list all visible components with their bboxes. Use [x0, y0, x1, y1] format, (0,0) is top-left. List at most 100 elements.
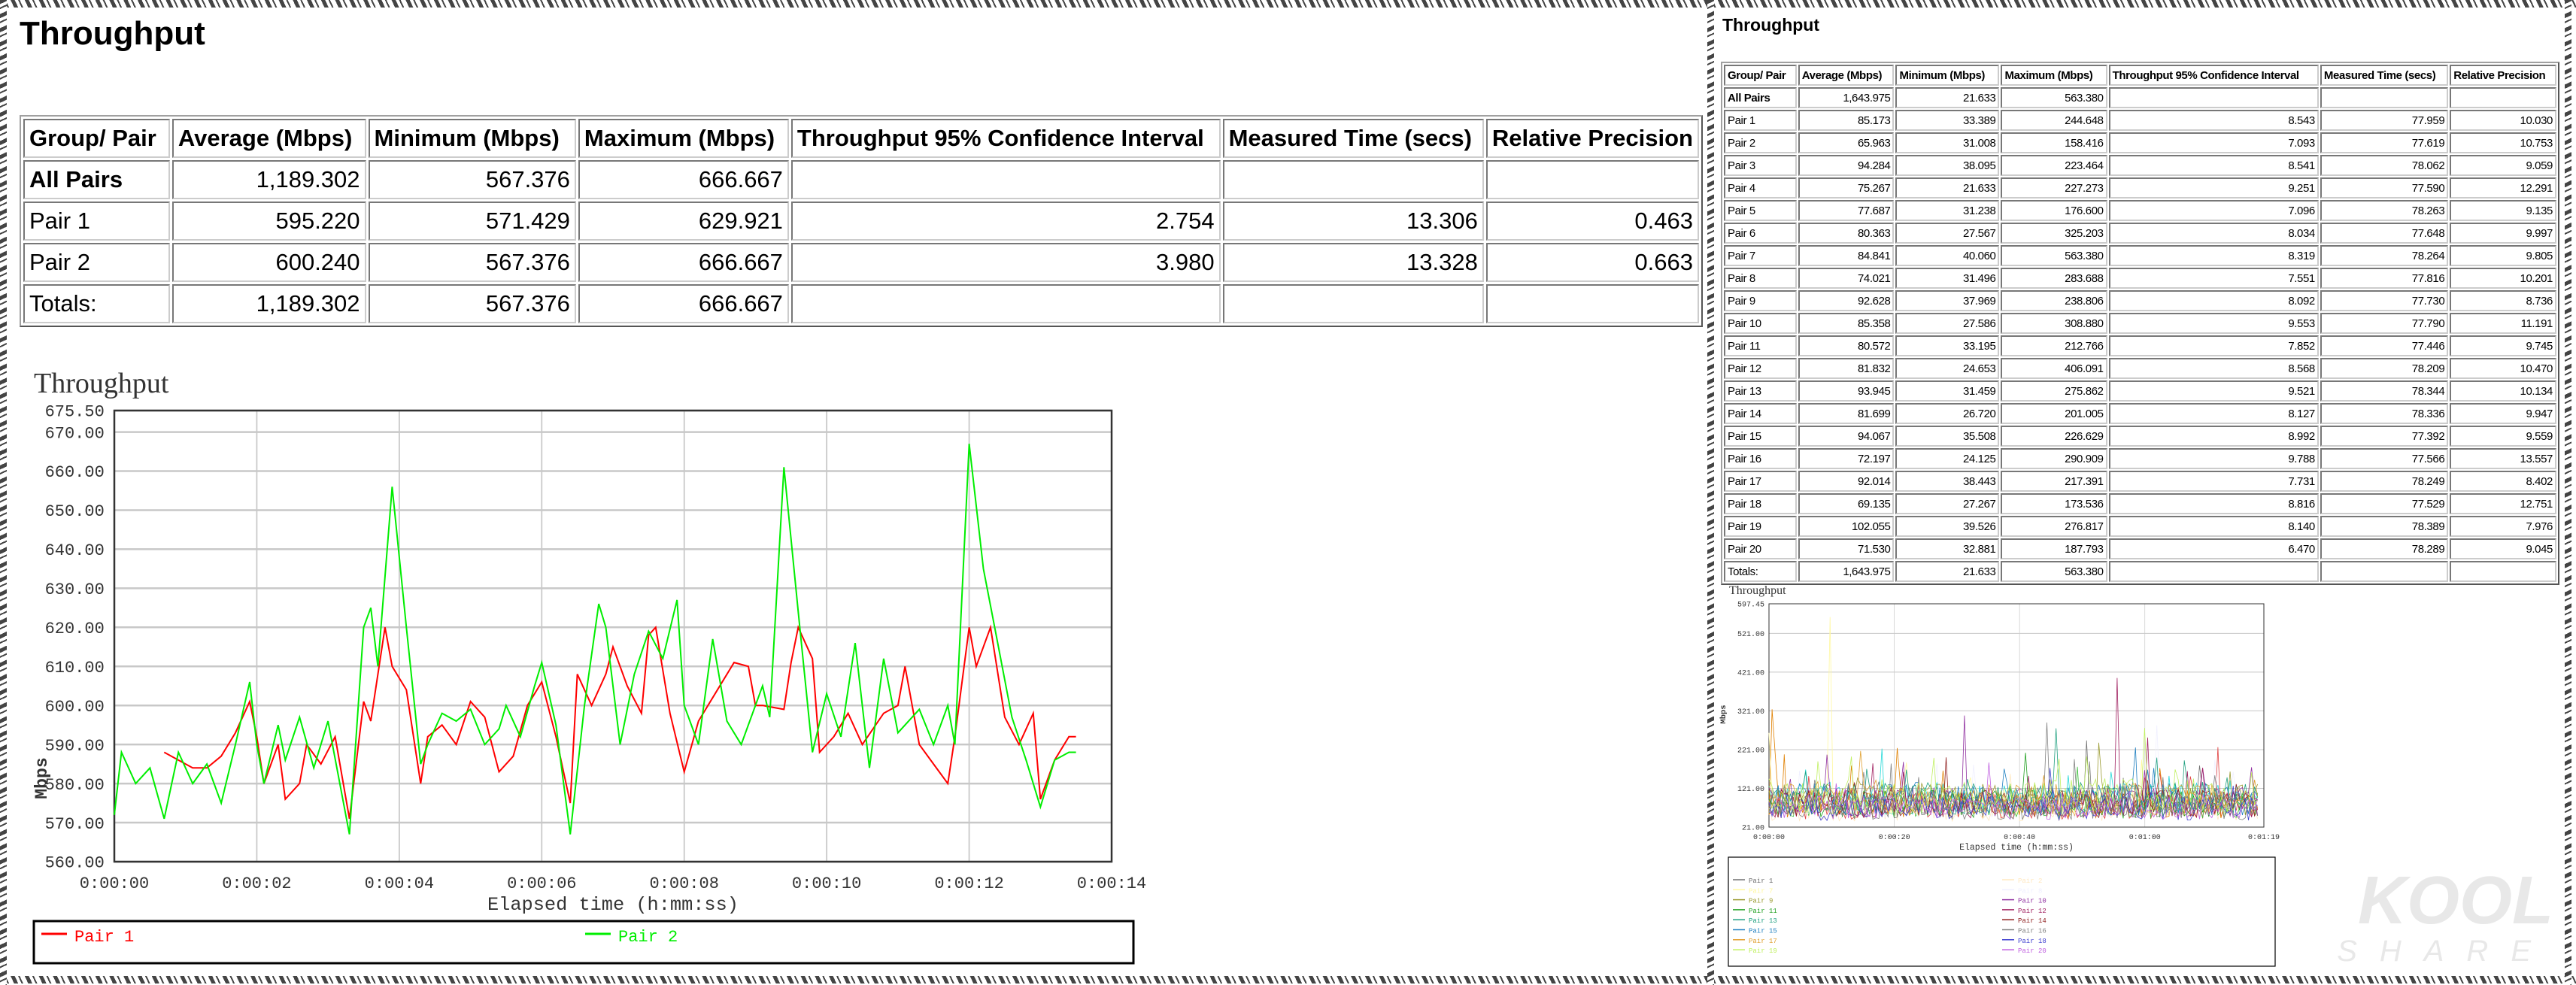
table-cell: 92.628 [1798, 290, 1895, 311]
table-cell: 77.529 [2320, 493, 2449, 514]
table-cell: 80.363 [1798, 223, 1895, 244]
table-cell: 31.459 [1895, 380, 2000, 402]
legend-label: Pair 20 [2018, 947, 2047, 955]
frame-top-border [0, 0, 2576, 8]
table-row: Pair 11 80.572 33.195 212.766 7.852 77.446 9.7… [1724, 335, 2556, 356]
row-label: Pair 2 [1724, 132, 1797, 153]
row-label: Totals: [1724, 561, 1797, 582]
table-cell: 308.880 [2001, 313, 2107, 334]
table-row: Pair 9 92.628 37.969 238.806 8.092 77.730 8.73… [1724, 290, 2556, 311]
table-cell: 10.030 [2450, 110, 2556, 131]
table-cell: 595.220 [171, 202, 366, 241]
table-cell: 12.751 [2450, 493, 2556, 514]
table-cell: 77.648 [2320, 223, 2449, 244]
table-row: Pair 6 80.363 27.567 325.203 8.034 77.648 9.99… [1724, 223, 2556, 244]
row-label: Pair 1 [1724, 110, 1797, 131]
column-header: Throughput 95% Confidence Interval [790, 119, 1221, 158]
legend-label: Pair 17 [1749, 938, 1777, 945]
x-axis-label: Elapsed time (h:mm:ss) [487, 894, 739, 916]
column-header: Maximum (Mbps) [2001, 65, 2107, 86]
table-row: Pair 20 71.530 32.881 187.793 6.470 78.289 9.0… [1724, 538, 2556, 559]
table-cell: 78.344 [2320, 380, 2449, 402]
column-header: Group/ Pair [23, 119, 170, 158]
table-cell: 71.530 [1798, 538, 1895, 559]
table-row: Pair 12 81.832 24.653 406.091 8.568 78.209 10.… [1724, 358, 2556, 379]
y-tick-label: 620.00 [45, 620, 105, 638]
table-cell: 7.096 [2108, 200, 2319, 221]
table-row: Pair 14 81.699 26.720 201.005 8.127 78.336 9.9… [1724, 403, 2556, 424]
table-cell: 33.195 [1895, 335, 2000, 356]
throughput-chart-2-pairs: Throughput 675.50 670.00 660.00 650.00 640.00… [32, 368, 1146, 965]
legend-label: Pair 7 [1749, 887, 1773, 895]
table-cell: 27.567 [1895, 223, 2000, 244]
table-row: Pair 17 92.014 38.443 217.391 7.731 78.249 8.4… [1724, 471, 2556, 492]
row-label: Pair 3 [1724, 155, 1797, 176]
legend-label: Pair 10 [2018, 898, 2047, 905]
table-cell: 629.921 [578, 202, 789, 241]
table-header-row: Group/ Pair Average (Mbps) Minimum (Mbps) M… [1724, 65, 2556, 86]
y-tick-label: 580.00 [45, 776, 105, 795]
table-cell: 9.045 [2450, 538, 2556, 559]
table-cell: 406.091 [2001, 358, 2107, 379]
table-cell: 13.306 [1222, 202, 1484, 241]
row-label: Pair 19 [1724, 516, 1797, 537]
page-title: Throughput [20, 15, 205, 52]
throughput-table-20-pairs: Group/ Pair Average (Mbps) Minimum (Mbps) M… [1721, 62, 2559, 585]
table-row: Pair 4 75.267 21.633 227.273 9.251 77.590 12.2… [1724, 177, 2556, 199]
table-row: Pair 3 94.284 38.095 223.464 8.541 78.062 9.05… [1724, 155, 2556, 176]
legend-label: Pair 1 [1749, 877, 1773, 885]
table-cell: 11.191 [2450, 313, 2556, 334]
table-cell [1222, 160, 1484, 199]
table-row: Pair 8 74.021 31.496 283.688 7.551 77.816 10.2… [1724, 268, 2556, 289]
table-cell: 7.551 [2108, 268, 2319, 289]
table-cell: 92.014 [1798, 471, 1895, 492]
table-row: Pair 1 595.220 571.429 629.921 2.754 13.306 0.… [23, 202, 1699, 241]
table-cell: 9.059 [2450, 155, 2556, 176]
table-cell: 244.648 [2001, 110, 2107, 131]
column-header: Group/ Pair [1724, 65, 1797, 86]
x-tick-label: 0:00:20 [1879, 834, 1910, 842]
y-tick-label: 650.00 [45, 502, 105, 521]
legend-label: Pair 2 [2018, 877, 2042, 885]
y-tick-label: 421.00 [1737, 669, 1764, 677]
table-cell: 38.095 [1895, 155, 2000, 176]
column-header: Minimum (Mbps) [1895, 65, 2000, 86]
table-cell: 563.380 [2001, 561, 2107, 582]
table-cell: 9.559 [2450, 426, 2556, 447]
table-cell: 102.055 [1798, 516, 1895, 537]
table-cell: 21.633 [1895, 177, 2000, 199]
y-axis-label: Mbps [1719, 705, 1728, 723]
x-tick-label: 0:00:06 [507, 874, 576, 893]
row-label: Pair 12 [1724, 358, 1797, 379]
table-cell [1485, 160, 1699, 199]
y-tick-label: 221.00 [1737, 747, 1764, 755]
table-row: Pair 19 102.055 39.526 276.817 8.140 78.389 7.… [1724, 516, 2556, 537]
table-cell: 227.273 [2001, 177, 2107, 199]
y-tick-label: 640.00 [45, 541, 105, 560]
x-tick-label: 0:00:40 [2004, 834, 2035, 842]
table-cell: 201.005 [2001, 403, 2107, 424]
table-cell: 173.536 [2001, 493, 2107, 514]
table-cell: 31.496 [1895, 268, 2000, 289]
table-header-row: Group/ Pair Average (Mbps) Minimum (Mbps) M… [23, 119, 1699, 158]
table-cell: 1,643.975 [1798, 87, 1895, 108]
table-cell: 85.173 [1798, 110, 1895, 131]
legend-box [32, 920, 1135, 965]
table-cell [2450, 561, 2556, 582]
table-cell: 666.667 [578, 243, 789, 282]
y-tick-label: 21.00 [1742, 825, 1764, 833]
table-cell: 0.663 [1485, 243, 1699, 282]
table-row: Pair 10 85.358 27.586 308.880 9.553 77.790 11.… [1724, 313, 2556, 334]
row-label: Pair 4 [1724, 177, 1797, 199]
table-cell: 38.443 [1895, 471, 2000, 492]
row-label: Pair 14 [1724, 403, 1797, 424]
frame-left-border [0, 0, 7, 985]
table-cell: 72.197 [1798, 448, 1895, 469]
row-label: Pair 16 [1724, 448, 1797, 469]
throughput-chart-20-pairs: Throughput 597.45 521.00 421.00 321.00 221.00… [1719, 584, 2280, 967]
table-cell: 94.067 [1798, 426, 1895, 447]
table-cell: 7.976 [2450, 516, 2556, 537]
y-tick-label: 660.00 [45, 463, 105, 482]
table-cell [1485, 284, 1699, 323]
legend-label: Pair 16 [2018, 928, 2047, 935]
